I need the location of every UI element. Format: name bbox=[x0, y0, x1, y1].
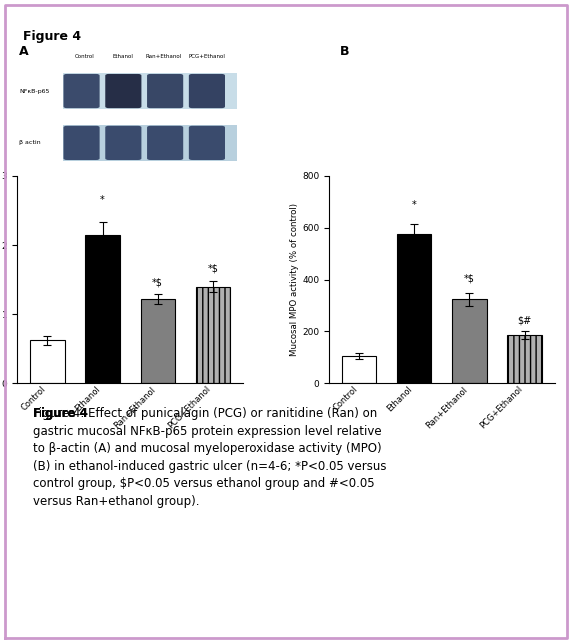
Bar bbox=[196, 287, 230, 383]
FancyBboxPatch shape bbox=[63, 74, 100, 108]
Text: *: * bbox=[412, 200, 417, 210]
Bar bbox=[507, 336, 542, 383]
Text: B: B bbox=[340, 45, 349, 58]
FancyBboxPatch shape bbox=[189, 126, 225, 160]
Text: PCG+Ethanol: PCG+Ethanol bbox=[189, 54, 225, 59]
Text: $#: $# bbox=[518, 316, 531, 326]
Text: Ran+Ethanol: Ran+Ethanol bbox=[146, 54, 182, 59]
FancyBboxPatch shape bbox=[147, 74, 183, 108]
Text: *$: *$ bbox=[464, 273, 475, 284]
Text: *$: *$ bbox=[207, 264, 218, 273]
FancyBboxPatch shape bbox=[63, 126, 100, 160]
FancyBboxPatch shape bbox=[105, 74, 141, 108]
Text: Figure 4: Figure 4 bbox=[33, 407, 88, 420]
Text: Figure 4: Figure 4 bbox=[22, 30, 81, 44]
FancyBboxPatch shape bbox=[147, 126, 183, 160]
Bar bbox=[30, 340, 65, 383]
Y-axis label: Mucosal MPO activity (% of control): Mucosal MPO activity (% of control) bbox=[290, 203, 299, 356]
Text: A: A bbox=[19, 45, 29, 58]
Text: Figure 4: Effect of punicalagin (PCG) or ranitidine (Ran) on
gastric mucosal NFκ: Figure 4: Effect of punicalagin (PCG) or… bbox=[33, 407, 387, 507]
Bar bbox=[85, 235, 120, 383]
Bar bbox=[141, 299, 175, 383]
Bar bbox=[452, 299, 487, 383]
Text: Ethanol: Ethanol bbox=[113, 54, 134, 59]
FancyBboxPatch shape bbox=[189, 74, 225, 108]
FancyBboxPatch shape bbox=[63, 73, 237, 109]
Text: *$: *$ bbox=[152, 278, 163, 288]
Text: NFκB-p65: NFκB-p65 bbox=[19, 89, 50, 94]
Text: Figure 4: Figure 4 bbox=[33, 407, 88, 420]
Text: Figure 4: Effect of punicalagin (PCG) or ranitidine (Ran) on
gastric mucosal NFκ: Figure 4: Effect of punicalagin (PCG) or… bbox=[33, 407, 387, 507]
Text: *: * bbox=[100, 195, 105, 205]
FancyBboxPatch shape bbox=[63, 125, 237, 161]
Bar bbox=[397, 234, 431, 383]
Bar bbox=[342, 356, 376, 383]
Text: Control: Control bbox=[75, 54, 95, 59]
Text: β actin: β actin bbox=[19, 140, 41, 145]
FancyBboxPatch shape bbox=[105, 126, 141, 160]
